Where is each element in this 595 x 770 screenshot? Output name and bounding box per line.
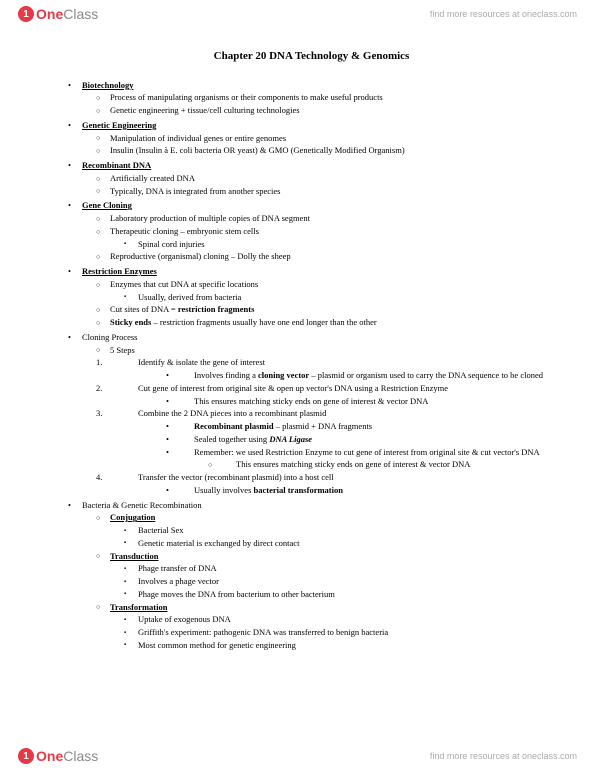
section-head: Restriction Enzymes — [82, 266, 157, 276]
step-number: 3. — [124, 407, 138, 420]
document-body: Chapter 20 DNA Technology & Genomics Bio… — [68, 48, 555, 730]
footer-tagline[interactable]: find more resources at oneclass.com — [430, 751, 577, 761]
section-head: Recombinant DNA — [82, 160, 151, 170]
bullet-text: Artificially created DNA — [110, 173, 195, 183]
bullet-text: Bacterial Sex — [138, 525, 184, 535]
subsection-head: Conjugation — [110, 512, 155, 522]
bullet-text: Uptake of exogenous DNA — [138, 614, 231, 624]
bullet-text: Most common method for genetic engineeri… — [138, 640, 296, 650]
bullet-text: Enzymes that cut DNA at specific locatio… — [110, 279, 258, 289]
bullet-text: Manipulation of individual genes or enti… — [110, 133, 286, 143]
page-header: 1 OneClass find more resources at onecla… — [0, 0, 595, 28]
term: cloning vector — [258, 370, 309, 380]
bullet-text: – restriction fragments usually have one… — [151, 317, 376, 327]
bullet-text: – plasmid or organism used to carry the … — [309, 370, 543, 380]
bullet-text: Phage moves the DNA from bacterium to ot… — [138, 589, 335, 599]
step-text: Cut gene of interest from original site … — [138, 383, 448, 393]
bullet-text: Remember: we used Restriction Enzyme to … — [194, 447, 540, 457]
bullet-text: 5 Steps — [110, 345, 135, 355]
bullet-text: Phage transfer of DNA — [138, 563, 217, 573]
brand-badge-icon: 1 — [18, 6, 34, 22]
bullet-text: – plasmid + DNA fragments — [274, 421, 373, 431]
section-label: Bacteria & Genetic Recombination — [82, 500, 202, 510]
term: Sticky ends — [110, 317, 151, 327]
subsection-head: Transformation — [110, 602, 167, 612]
section-head: Genetic Engineering — [82, 120, 156, 130]
term: bacterial transformation — [254, 485, 343, 495]
bullet-text: Involves finding a — [194, 370, 258, 380]
bullet-text: Genetic engineering + tissue/cell cultur… — [110, 105, 300, 115]
term: DNA Ligase — [269, 434, 312, 444]
term: restriction fragments — [178, 304, 255, 314]
term: Recombinant plasmid — [194, 421, 274, 431]
brand-one: One — [36, 6, 63, 22]
outline-root: Biotechnology Process of manipulating or… — [68, 79, 555, 652]
section-head: Biotechnology — [82, 80, 133, 90]
step-text: Identify & isolate the gene of interest — [138, 357, 265, 367]
step-number: 4. — [124, 471, 138, 484]
bullet-text: This ensures matching sticky ends on gen… — [194, 396, 428, 406]
step-text: Combine the 2 DNA pieces into a recombin… — [138, 408, 326, 418]
bullet-text: Typically, DNA is integrated from anothe… — [110, 186, 280, 196]
bullet-text: Insulin (Insulin à E. coli bacteria OR y… — [110, 145, 405, 155]
section-head: Gene Cloning — [82, 200, 132, 210]
brand-one: One — [36, 748, 63, 764]
step-text: Transfer the vector (recombinant plasmid… — [138, 472, 334, 482]
bullet-text: Reproductive (organismal) cloning – Doll… — [110, 251, 291, 261]
bullet-text: Sealed together using — [194, 434, 269, 444]
bullet-text: Cut sites of DNA = — [110, 304, 178, 314]
step-number: 2. — [124, 382, 138, 395]
bullet-text: Usually, derived from bacteria — [138, 292, 241, 302]
page-footer: 1 OneClass find more resources at onecla… — [0, 742, 595, 770]
bullet-text: Process of manipulating organisms or the… — [110, 92, 383, 102]
brand-logo: 1 OneClass — [18, 748, 98, 764]
brand-logo: 1 OneClass — [18, 6, 98, 22]
bullet-text: Therapeutic cloning – embryonic stem cel… — [110, 226, 259, 236]
bullet-text: Involves a phage vector — [138, 576, 219, 586]
bullet-text: Griffith's experiment: pathogenic DNA wa… — [138, 627, 388, 637]
header-tagline[interactable]: find more resources at oneclass.com — [430, 9, 577, 19]
brand-class: Class — [63, 6, 98, 22]
subsection-head: Transduction — [110, 551, 159, 561]
bullet-text: Usually involves — [194, 485, 254, 495]
bullet-text: Spinal cord injuries — [138, 239, 205, 249]
brand-badge-icon: 1 — [18, 748, 34, 764]
bullet-text: This ensures matching sticky ends on gen… — [236, 459, 470, 469]
chapter-title: Chapter 20 DNA Technology & Genomics — [68, 48, 555, 65]
brand-class: Class — [63, 748, 98, 764]
bullet-text: Laboratory production of multiple copies… — [110, 213, 310, 223]
section-label: Cloning Process — [82, 332, 138, 342]
step-number: 1. — [124, 356, 138, 369]
bullet-text: Genetic material is exchanged by direct … — [138, 538, 299, 548]
